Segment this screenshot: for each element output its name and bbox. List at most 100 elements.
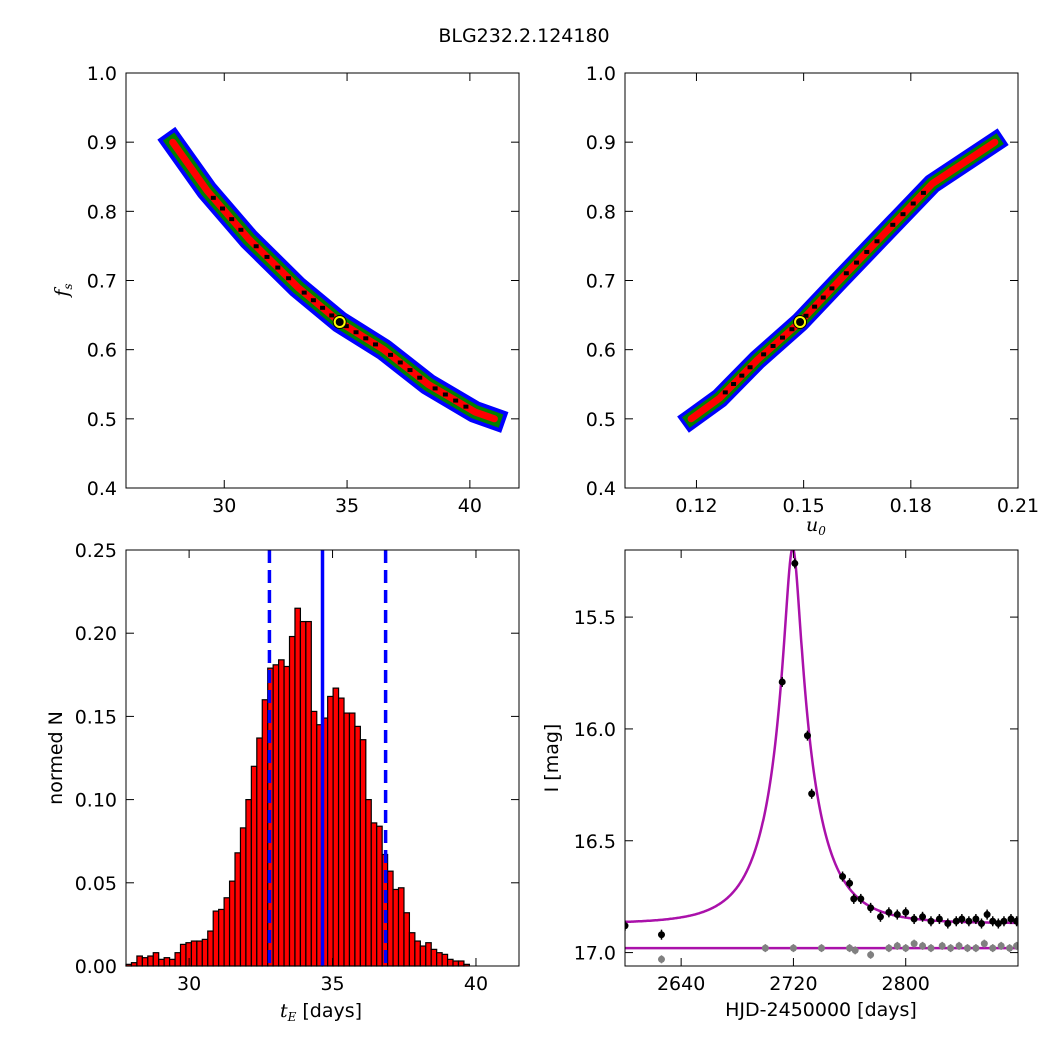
posterior-core-cell [442, 392, 448, 397]
histogram-bar [245, 798, 252, 967]
x-tick-label: 30 [177, 973, 201, 995]
histogram-bar [147, 955, 154, 967]
y-tick-label: 0.4 [87, 478, 117, 500]
posterior-core-cell [329, 313, 335, 318]
x-tick-label: 30 [212, 495, 236, 517]
plot-area [625, 550, 1018, 964]
histogram-bar [250, 765, 258, 967]
primary-data-point [972, 915, 980, 923]
histogram-bar [283, 665, 291, 967]
primary-data-point [1007, 915, 1015, 923]
y-axis-label: I [mag] [541, 724, 563, 793]
secondary-data-point [910, 940, 918, 948]
histogram-bar [169, 958, 176, 967]
x-axis-label: HJD-2450000 [days] [725, 999, 917, 1021]
histogram-bar [370, 822, 378, 967]
histogram-bar [152, 952, 160, 967]
y-tick-label: 0.8 [87, 201, 117, 223]
histogram-bar [452, 960, 460, 967]
y-tick-label: 1.0 [87, 63, 117, 85]
secondary-data-point [927, 944, 935, 952]
posterior-core-cell [770, 343, 776, 348]
histogram-bar [299, 620, 307, 967]
secondary-data-point [893, 942, 901, 950]
primary-data-point [944, 920, 952, 928]
secondary-data-point [938, 942, 946, 950]
histogram-bar [365, 798, 372, 967]
posterior-core-cell [229, 217, 235, 222]
x-tick-label: 2640 [657, 973, 705, 995]
histogram-bar [332, 687, 340, 967]
x-tick-label: 35 [335, 495, 359, 517]
panel-tE-histogram: 30 35 40 0.00 0.05 0.10 0.15 0.20 0.25 normed N tE… [45, 540, 520, 1024]
posterior-core-cell [407, 368, 413, 373]
primary-data-point [850, 895, 858, 903]
posterior-core-cell [843, 271, 849, 276]
histogram-bar [414, 940, 421, 967]
x-axis-label: u0 [806, 514, 826, 538]
posterior-core-cell [310, 298, 316, 303]
y-axis-label: normed N [45, 711, 67, 805]
histogram-bar [408, 932, 416, 967]
primary-data-point [1013, 917, 1018, 925]
y-tick-label: 0.6 [586, 340, 616, 362]
histogram-bar [288, 635, 296, 967]
primary-data-point [919, 913, 927, 921]
primary-data-point [902, 908, 910, 916]
primary-data-point [803, 732, 811, 740]
x-tick-label: 0.18 [890, 495, 932, 517]
posterior-core-cell [210, 195, 216, 200]
posterior-core-cell [286, 276, 292, 281]
histogram-bar [256, 737, 263, 967]
primary-data-point [846, 879, 854, 887]
secondary-data-point [955, 942, 963, 950]
x-axis-label: tE [days] [280, 1000, 362, 1024]
primary-data-point [857, 895, 865, 903]
posterior-core-cell [803, 313, 809, 318]
panel-fs-vs-tE: 30 35 40 0.4 0.5 0.6 0.7 0.8 0.9 1.0 fs [51, 63, 520, 517]
secondary-data-point [1013, 942, 1018, 950]
y-tick-label: 0.20 [75, 623, 117, 645]
histogram-bar [212, 910, 220, 967]
panel-light-curve: 2640 2720 2800 15.5 16.0 16.5 17.0 I [mag] HJD-2… [541, 549, 1019, 1021]
histogram-bar [376, 825, 383, 967]
posterior-core-cell [453, 398, 459, 403]
secondary-data-point [963, 944, 971, 952]
posterior-core-cell [731, 382, 737, 387]
posterior-core-cell [864, 249, 870, 254]
posterior-core-cell [739, 373, 745, 378]
histogram-bar [419, 945, 427, 967]
primary-data-point [983, 911, 991, 919]
primary-data-point [885, 908, 893, 916]
posterior-core-cell [253, 244, 259, 249]
histogram-bar [190, 940, 198, 967]
histogram-bar [223, 897, 231, 967]
posterior-core-cell [388, 352, 394, 357]
y-tick-label: 0.5 [586, 409, 616, 431]
primary-data-point [867, 904, 875, 912]
histogram-bar [343, 712, 351, 967]
histogram-bar [261, 699, 269, 967]
posterior-core-cell [900, 212, 906, 217]
posterior-core-cell [463, 404, 469, 409]
histogram-bar [348, 712, 356, 967]
histogram-bar [218, 908, 225, 967]
histogram-bar [403, 912, 411, 967]
secondary-data-point [818, 944, 825, 952]
y-tick-label: 0.9 [586, 132, 616, 154]
histogram-bar [228, 880, 236, 967]
y-tick-label: 1.0 [586, 63, 616, 85]
posterior-core-cell [353, 330, 359, 335]
x-tick-label: 0.21 [997, 495, 1039, 517]
posterior-core-cell [320, 305, 326, 310]
y-tick-label: 16.5 [574, 831, 616, 853]
secondary-data-point [902, 944, 910, 952]
posterior-core-cell [910, 201, 916, 206]
histogram-bar [158, 958, 165, 967]
secondary-data-point [980, 940, 988, 948]
histogram-bar [397, 887, 405, 967]
secondary-data-point [851, 946, 859, 954]
posterior-core-cell [920, 190, 926, 195]
primary-data-point [958, 915, 966, 923]
